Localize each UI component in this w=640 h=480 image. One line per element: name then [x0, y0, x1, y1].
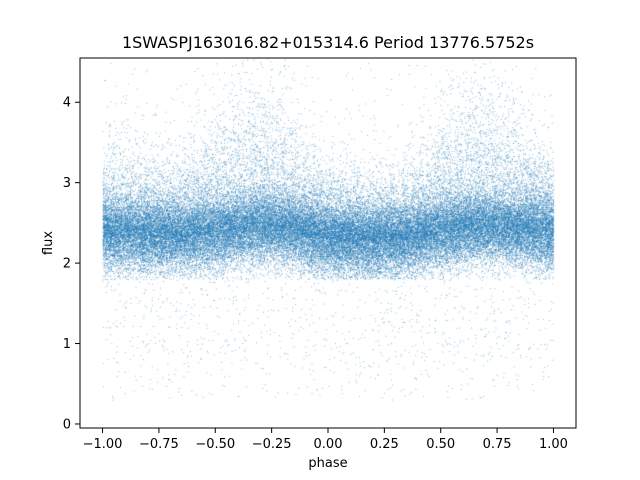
x-tick-label: 0.50 — [426, 437, 455, 452]
x-tick-label: 0.75 — [483, 437, 512, 452]
y-tick-label: 4 — [63, 96, 71, 111]
x-axis: −1.00 −0.75 −0.50 −0.25 0.00 0.25 0.50 0.75 1.00 — [83, 428, 568, 452]
x-tick-label: 1.00 — [539, 437, 568, 452]
x-tick-label: −0.75 — [139, 437, 179, 452]
x-tick-label: −0.50 — [195, 437, 235, 452]
y-tick-label: 0 — [63, 417, 71, 432]
x-tick-label: −0.25 — [252, 437, 292, 452]
scatter-points — [80, 58, 576, 428]
x-tick-label: 0.00 — [314, 437, 343, 452]
plot-canvas-wrapper — [80, 58, 576, 428]
y-axis: 0 1 2 3 4 — [63, 96, 80, 432]
x-tick-label: −1.00 — [83, 437, 123, 452]
y-axis-label: flux — [41, 231, 56, 255]
chart-title: 1SWASPJ163016.82+015314.6 Period 13776.5… — [122, 33, 534, 52]
x-tick-label: 0.25 — [370, 437, 399, 452]
y-tick-label: 3 — [63, 176, 71, 191]
x-axis-label: phase — [308, 456, 347, 471]
y-tick-label: 2 — [63, 257, 71, 272]
y-tick-label: 1 — [63, 337, 71, 352]
